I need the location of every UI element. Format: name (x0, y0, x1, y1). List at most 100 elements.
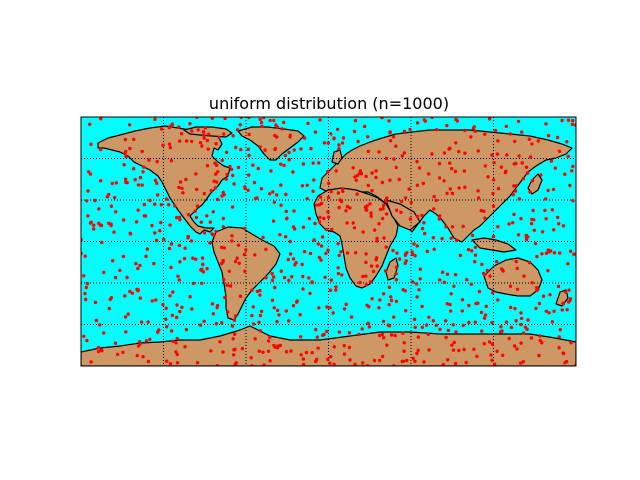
sample-point (298, 313, 302, 317)
sample-point (490, 321, 494, 325)
sample-point (401, 331, 405, 335)
sample-point (180, 305, 184, 309)
sample-point (461, 323, 465, 328)
sample-point (148, 198, 152, 203)
sample-point (364, 252, 368, 256)
sample-point (435, 128, 439, 132)
sample-point (240, 346, 245, 351)
sample-point (432, 247, 436, 251)
sample-point (123, 177, 128, 181)
sample-point (537, 301, 542, 306)
sample-point (275, 320, 279, 324)
sample-point (272, 275, 276, 279)
sample-point (229, 167, 234, 172)
sample-point (232, 318, 237, 322)
sample-point (85, 199, 89, 203)
sample-point (425, 249, 429, 254)
sample-point (337, 205, 341, 210)
sample-point (310, 351, 314, 355)
sample-point (449, 292, 453, 296)
sample-point (194, 257, 198, 261)
sample-point (313, 221, 317, 226)
sample-point (387, 302, 391, 307)
sample-point (231, 173, 235, 178)
sample-point (332, 362, 336, 366)
sample-point (251, 163, 255, 167)
sample-point (430, 152, 434, 156)
sample-point (98, 223, 103, 227)
sample-point (221, 350, 225, 354)
sample-point (366, 149, 371, 154)
sample-point (444, 225, 448, 229)
sample-point (255, 196, 259, 200)
sample-point (213, 161, 217, 165)
sample-point (395, 208, 399, 212)
sample-point (189, 239, 194, 243)
sample-point (329, 189, 333, 194)
sample-point (392, 315, 396, 319)
sample-point (230, 205, 235, 209)
sample-point (380, 332, 385, 337)
map-frame (80, 116, 577, 367)
sample-point (239, 147, 243, 152)
sample-point (509, 325, 514, 330)
sample-point (153, 231, 157, 235)
sample-point (413, 254, 417, 258)
sample-point (417, 288, 421, 292)
sample-point (374, 169, 378, 173)
sample-point (124, 149, 128, 154)
sample-point (365, 208, 369, 212)
sample-point (483, 216, 487, 220)
sample-point (535, 288, 539, 293)
sample-point (394, 272, 398, 276)
sample-point (513, 189, 518, 193)
sample-point (232, 182, 236, 186)
sample-point (322, 216, 326, 221)
sample-point (262, 363, 266, 366)
sample-point (552, 251, 557, 255)
sample-point (336, 266, 340, 270)
sample-point (233, 314, 238, 318)
sample-point (437, 161, 442, 166)
sample-point (284, 192, 288, 197)
sample-point (460, 309, 464, 313)
sample-point (319, 201, 324, 206)
sample-point (352, 226, 357, 230)
sample-point (486, 175, 490, 179)
sample-point (155, 181, 159, 185)
sample-point (395, 251, 399, 255)
sample-point (380, 117, 384, 120)
sample-point (167, 125, 171, 130)
sample-point (522, 274, 526, 278)
sample-point (224, 150, 229, 154)
sample-point (548, 293, 552, 297)
sample-point (264, 247, 268, 252)
sample-point (476, 301, 480, 305)
sample-point (563, 361, 567, 365)
sample-point (299, 335, 303, 339)
sample-point (370, 297, 374, 301)
sample-point (146, 359, 151, 364)
sample-points (81, 117, 576, 366)
sample-point (231, 134, 235, 138)
sample-point (445, 191, 449, 196)
sample-point (274, 123, 278, 127)
sample-point (523, 325, 528, 329)
sample-point (438, 278, 442, 282)
sample-point (316, 346, 320, 350)
sample-point (262, 117, 266, 120)
sample-point (488, 274, 492, 278)
sample-point (513, 139, 517, 144)
sample-point (138, 342, 142, 346)
sample-point (299, 353, 303, 357)
sample-point (332, 345, 336, 349)
sample-point (269, 169, 273, 173)
sample-point (124, 155, 128, 159)
sample-point (164, 197, 169, 201)
sample-point (529, 221, 534, 226)
sample-point (326, 215, 331, 219)
sample-point (320, 235, 325, 239)
sample-point (246, 188, 250, 192)
sample-point (469, 135, 473, 139)
